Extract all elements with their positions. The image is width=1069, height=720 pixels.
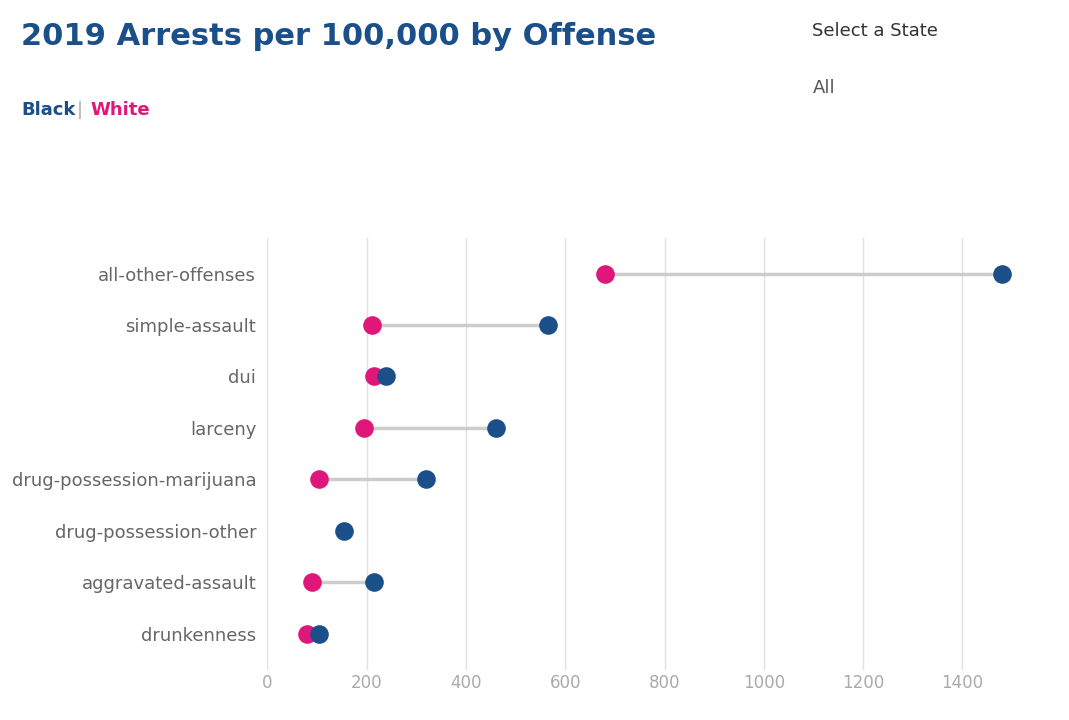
Point [597, 268, 614, 279]
Point [304, 577, 321, 588]
Point [993, 268, 1010, 279]
Text: Select a State: Select a State [812, 22, 939, 40]
Point [377, 371, 394, 382]
Point [356, 422, 373, 433]
Text: 2019 Arrests per 100,000 by Offense: 2019 Arrests per 100,000 by Offense [21, 22, 656, 50]
Point [487, 422, 505, 433]
Point [366, 371, 383, 382]
Text: Black: Black [21, 101, 76, 119]
Point [311, 628, 328, 639]
Point [363, 319, 381, 330]
Text: All: All [812, 79, 835, 97]
Text: White: White [91, 101, 151, 119]
Point [298, 628, 315, 639]
Point [418, 474, 435, 485]
Text: |: | [77, 101, 83, 119]
Point [336, 525, 353, 536]
Point [366, 577, 383, 588]
Point [311, 474, 328, 485]
Point [539, 319, 556, 330]
